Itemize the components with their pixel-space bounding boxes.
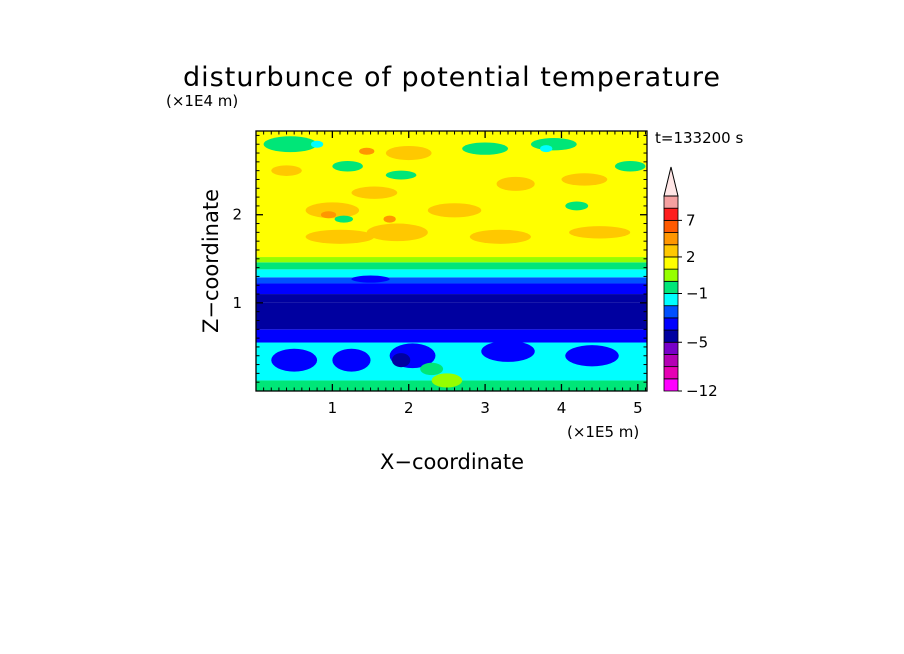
warm-cell-2: [305, 229, 375, 244]
colorbar-label-0: −12: [686, 382, 718, 400]
cool-cell-17: [462, 142, 509, 155]
contour-band-4: [256, 294, 647, 303]
cool-cell-28: [565, 345, 619, 367]
x-tick-label-0: 1: [328, 399, 338, 417]
contour-band-9: [256, 257, 647, 263]
colorbar: −12−5−127: [663, 166, 718, 400]
warm-cell-5: [469, 229, 531, 244]
colorbar-swatch-8: [663, 280, 679, 294]
colorbar-swatch-4: [663, 329, 679, 343]
colorbar-swatch-11: [663, 244, 679, 258]
colorbar-swatch-9: [663, 268, 679, 282]
y-tick-label-0: 1: [232, 294, 242, 312]
colorbar-label-3: 2: [686, 248, 696, 266]
y-axis-label: Z−coordinate: [199, 189, 223, 333]
x-tick-label-4: 5: [633, 399, 643, 417]
y-tick-label-1: 2: [232, 206, 242, 224]
cool-cell-15: [332, 160, 363, 172]
colorbar-swatch-13: [663, 219, 679, 233]
colorbar-label-1: −5: [686, 333, 708, 351]
warm-cell-1: [351, 186, 398, 199]
contour-band-5: [256, 283, 647, 295]
cool-cell-19: [614, 160, 646, 172]
cool-cell-24: [271, 348, 318, 372]
x-axis-label: X−coordinate: [380, 450, 524, 474]
colorbar-swatch-3: [663, 341, 679, 355]
contour-band-8: [256, 262, 647, 270]
cool-cell-16: [385, 170, 417, 180]
x-scale-label: (×1E5 m): [567, 423, 639, 441]
colorbar-swatch-10: [663, 256, 679, 270]
chart-title: disturbunce of potential temperature: [183, 62, 721, 93]
colorbar-swatch-6: [663, 305, 679, 319]
warm-cell-10: [271, 165, 302, 176]
y-scale-label: (×1E4 m): [166, 92, 238, 110]
cool-cell-29: [391, 353, 411, 368]
contour-band-7: [256, 269, 647, 278]
cool-cell-22: [310, 140, 324, 148]
cool-cell-27: [481, 340, 535, 362]
x-tick-label-2: 3: [480, 399, 490, 417]
colorbar-swatch-7: [663, 293, 679, 307]
contour-band-6: [256, 277, 647, 284]
cool-cell-30: [420, 362, 444, 376]
warm-cell-4: [427, 203, 482, 218]
warm-cell-6: [496, 176, 535, 191]
colorbar-swatch-12: [663, 232, 679, 246]
contour-band-3: [256, 302, 647, 330]
warm-cell-11: [320, 211, 337, 219]
axis-ticks: 1 2 3 4 5 1 2: [232, 131, 647, 417]
x-tick-label-1: 2: [404, 399, 414, 417]
colorbar-label-2: −1: [686, 285, 708, 303]
colorbar-swatch-14: [663, 207, 679, 221]
contour-field: [256, 131, 647, 391]
x-tick-label-3: 4: [557, 399, 567, 417]
colorbar-swatch-5: [663, 317, 679, 331]
colorbar-swatch-1: [663, 366, 679, 380]
time-label: t=133200 s: [655, 129, 743, 147]
colorbar-label-4: 7: [686, 211, 696, 229]
cool-cell-20: [565, 201, 589, 211]
plot-frame: [255, 130, 648, 392]
warm-cell-13: [359, 147, 375, 155]
cool-cell-21: [334, 215, 353, 223]
cool-cell-14: [263, 136, 318, 153]
cool-cell-23: [540, 145, 553, 153]
warm-cell-9: [385, 145, 432, 161]
warm-cell-8: [569, 226, 631, 239]
cool-cell-25: [332, 348, 371, 372]
colorbar-swatch-2: [663, 354, 679, 368]
cool-cell-31: [431, 373, 463, 388]
warm-cell-12: [383, 215, 396, 223]
cool-cell-32: [351, 275, 390, 283]
colorbar-extend-arrow: [663, 166, 679, 197]
contour-band-2: [256, 329, 647, 343]
cool-cell-18: [530, 138, 577, 151]
warm-cell-0: [305, 202, 360, 219]
warm-cell-7: [561, 173, 608, 186]
colorbar-swatch-15: [663, 195, 679, 209]
colorbar-swatch-0: [663, 378, 679, 392]
warm-cell-3: [366, 223, 428, 242]
